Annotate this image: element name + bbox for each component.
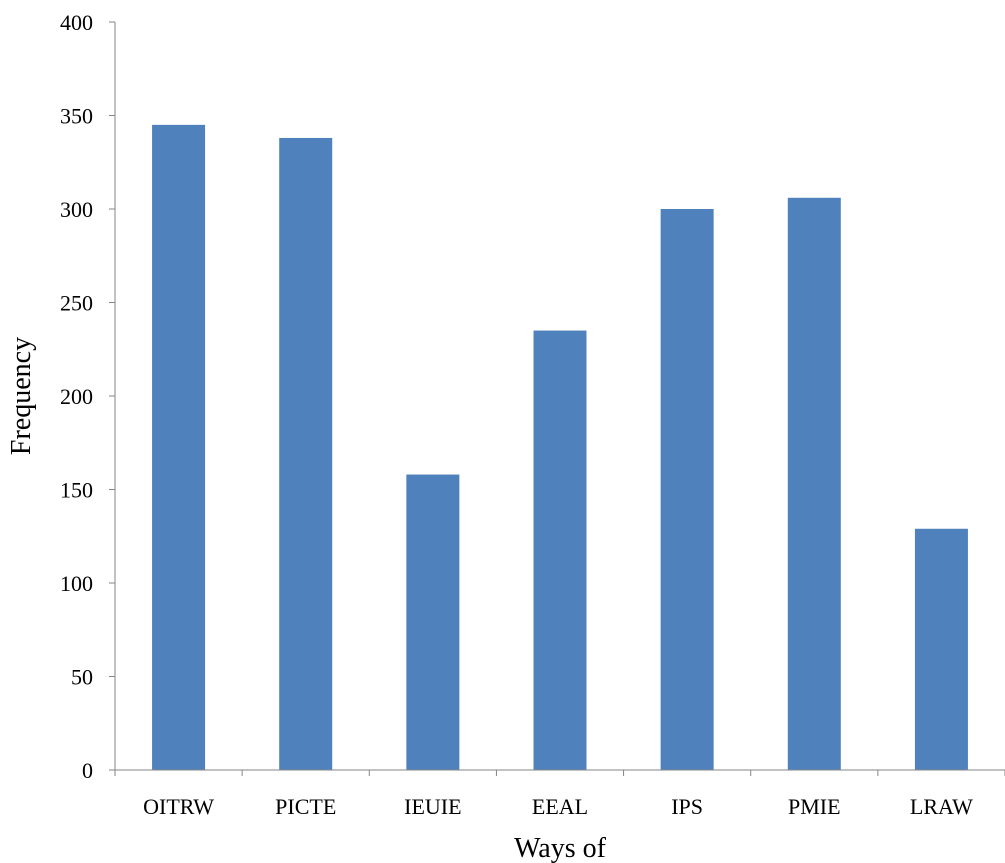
- y-axis-ticks: 0 50 100 150 200 250 300 350 400: [60, 10, 115, 783]
- bar-pmie: [787, 197, 841, 770]
- y-tick-label: 200: [60, 384, 93, 409]
- y-tick-label: 100: [60, 571, 93, 596]
- bar-ieuie: [406, 474, 460, 770]
- bar-oitrw: [152, 124, 206, 771]
- x-axis-title: Ways of: [514, 833, 607, 863]
- x-tick-label: IEUIE: [404, 794, 461, 819]
- y-tick-label: 150: [60, 478, 93, 503]
- x-tick-label: OITRW: [143, 794, 214, 819]
- bar-lraw: [914, 528, 968, 770]
- y-tick-label: 300: [60, 197, 93, 222]
- bar-picte: [279, 137, 333, 770]
- x-tick-label: PMIE: [788, 794, 841, 819]
- bar-eeal: [533, 330, 587, 770]
- x-tick-label: PICTE: [275, 794, 336, 819]
- y-tick-label: 350: [60, 104, 93, 129]
- x-axis-ticks: OITRW PICTE IEUIE EEAL IPS PMIE LRAW: [114, 770, 1005, 819]
- x-tick-label: LRAW: [910, 794, 973, 819]
- y-axis-title: Frequency: [6, 337, 37, 455]
- bar-ips: [660, 209, 714, 770]
- x-tick-label: IPS: [671, 794, 703, 819]
- x-tick-label: EEAL: [532, 794, 588, 819]
- y-tick-label: 400: [60, 10, 93, 35]
- bar-series: [152, 124, 968, 771]
- y-tick-label: 50: [71, 665, 93, 690]
- y-tick-label: 0: [82, 758, 93, 783]
- y-tick-label: 250: [60, 291, 93, 316]
